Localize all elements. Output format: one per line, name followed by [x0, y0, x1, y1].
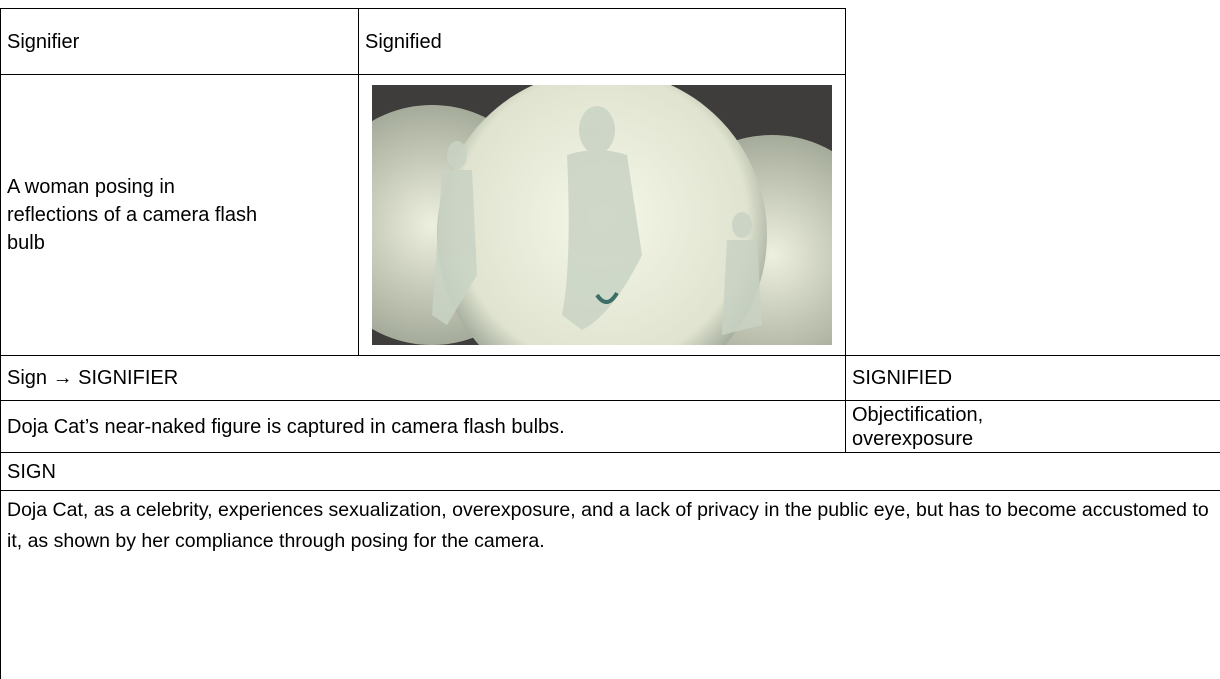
cell: Objectification, overexposure [845, 400, 1220, 453]
cell: Signifier [0, 8, 359, 75]
cell: A woman posing in reflections of a camer… [0, 74, 359, 356]
cell-text: Signified [365, 30, 442, 53]
cell-text: Sign → SIGNIFIER [7, 367, 179, 389]
cell-text: SIGNIFIED [852, 367, 953, 389]
cell-text: Signifier [7, 30, 80, 53]
cell: SIGNIFIED [845, 355, 1220, 401]
cell-text: A woman posing in reflections of a camer… [7, 176, 258, 254]
cell-text: SIGN [7, 460, 56, 483]
cell-text: Doja Cat’s near-naked figure is captured… [7, 415, 565, 438]
cell: Doja Cat’s near-naked figure is captured… [0, 400, 846, 453]
cell: Signified [358, 8, 846, 75]
cell [358, 74, 846, 356]
cell: Doja Cat, as a celebrity, experiences se… [0, 490, 1220, 679]
cell-text: Doja Cat, as a celebrity, experiences se… [7, 499, 1209, 552]
cell: SIGN [0, 452, 1220, 491]
cell: Sign → SIGNIFIER [0, 355, 846, 401]
video-still [372, 85, 832, 345]
cell-text: Objectification, overexposure [852, 403, 984, 450]
